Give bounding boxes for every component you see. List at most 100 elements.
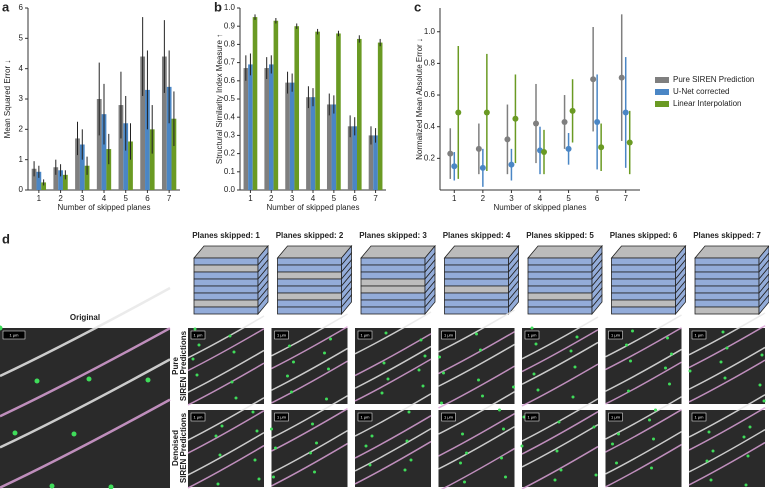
dendrite bbox=[187, 397, 265, 441]
row-title: Pure bbox=[171, 357, 180, 375]
dendrite bbox=[271, 347, 348, 391]
spine bbox=[407, 410, 411, 414]
spine bbox=[629, 359, 632, 363]
cube-side bbox=[508, 293, 519, 316]
spine bbox=[421, 384, 425, 388]
point bbox=[512, 115, 519, 122]
spine bbox=[364, 444, 368, 448]
bar bbox=[285, 82, 290, 190]
spine bbox=[288, 344, 291, 348]
spine bbox=[214, 434, 218, 438]
cube-layer bbox=[611, 257, 676, 266]
bar bbox=[289, 82, 295, 190]
cube-layer bbox=[277, 299, 342, 308]
dendrite bbox=[688, 428, 766, 473]
spine bbox=[286, 374, 289, 378]
dendrite bbox=[688, 325, 766, 369]
spine bbox=[631, 329, 634, 333]
panel-label: b bbox=[214, 0, 222, 14]
x-tick-label: 1 bbox=[37, 194, 42, 203]
spine bbox=[725, 346, 729, 350]
point bbox=[504, 136, 511, 143]
x-tick-label: 1 bbox=[452, 194, 457, 203]
cube-layer bbox=[527, 278, 593, 287]
scale-box bbox=[2, 330, 26, 340]
spine bbox=[746, 454, 750, 458]
spine bbox=[742, 435, 746, 439]
microscopy-image bbox=[188, 328, 264, 404]
cube-layer bbox=[694, 292, 760, 301]
row-title: SIREN Predictions bbox=[179, 412, 188, 483]
dendrite bbox=[0, 358, 171, 449]
spine bbox=[108, 484, 114, 489]
scale-bar-label: 1 μm bbox=[361, 333, 371, 338]
spine bbox=[218, 453, 222, 457]
dendrite bbox=[354, 393, 432, 437]
cube-layer bbox=[444, 271, 509, 280]
spine bbox=[760, 353, 764, 357]
cube-layer bbox=[277, 271, 342, 280]
spine bbox=[652, 437, 655, 441]
x-tick-label: 5 bbox=[123, 194, 128, 203]
y-tick-label: 0.5 bbox=[224, 94, 236, 103]
x-axis-label: Number of skipped planes bbox=[494, 203, 587, 212]
cube-layer bbox=[193, 257, 259, 266]
cube-layer bbox=[360, 257, 426, 266]
x-tick-label: 6 bbox=[352, 194, 357, 203]
cube-layer bbox=[527, 271, 593, 280]
cube-side bbox=[591, 293, 603, 316]
bar bbox=[166, 86, 172, 190]
y-axis-label: Mean Squared Error ↓ bbox=[3, 60, 12, 139]
microscopy-image bbox=[605, 328, 682, 404]
spine bbox=[719, 360, 723, 364]
x-tick-label: 3 bbox=[80, 194, 85, 203]
spine bbox=[323, 351, 326, 355]
spine bbox=[748, 425, 752, 429]
bar bbox=[273, 20, 279, 190]
dendrite bbox=[521, 341, 599, 385]
scale-bar-label: 1 μm bbox=[444, 333, 454, 338]
bar bbox=[145, 89, 150, 190]
spine bbox=[311, 422, 314, 426]
dendrite bbox=[187, 349, 265, 393]
bar bbox=[36, 171, 42, 190]
x-axis-label: Number of skipped planes bbox=[267, 203, 360, 212]
cube-side bbox=[341, 293, 352, 316]
spine bbox=[405, 439, 409, 443]
point bbox=[479, 164, 486, 171]
dendrite bbox=[354, 427, 432, 472]
spine bbox=[670, 352, 673, 356]
spine bbox=[368, 463, 372, 467]
panel-label: a bbox=[2, 0, 10, 14]
spine bbox=[571, 395, 575, 399]
bar bbox=[373, 135, 378, 190]
spine bbox=[648, 418, 651, 422]
dendrite bbox=[688, 394, 766, 438]
spine bbox=[555, 449, 559, 453]
spine bbox=[438, 355, 441, 359]
bar bbox=[352, 126, 358, 190]
cube-layer bbox=[444, 299, 509, 308]
spine bbox=[711, 449, 715, 453]
column-title: Planes skipped: 4 bbox=[443, 231, 511, 240]
scale-box bbox=[691, 412, 707, 422]
x-tick-label: 3 bbox=[509, 194, 514, 203]
x-tick-label: 7 bbox=[623, 194, 628, 203]
scale-bar-label: 1 μm bbox=[611, 333, 621, 338]
dendrite bbox=[438, 343, 515, 387]
spine bbox=[216, 482, 220, 486]
bar bbox=[41, 182, 47, 190]
point bbox=[508, 161, 515, 168]
cube-layer bbox=[694, 278, 760, 287]
y-tick-label: 0.4 bbox=[224, 112, 236, 121]
spine bbox=[459, 461, 462, 465]
spine bbox=[569, 349, 573, 353]
bar bbox=[31, 168, 37, 190]
microscopy-image bbox=[689, 328, 765, 404]
dendrite bbox=[0, 398, 171, 489]
cube-layer bbox=[694, 271, 760, 280]
spine bbox=[232, 350, 236, 354]
cube-layer bbox=[444, 278, 509, 287]
column-title: Planes skipped: 3 bbox=[359, 231, 427, 240]
